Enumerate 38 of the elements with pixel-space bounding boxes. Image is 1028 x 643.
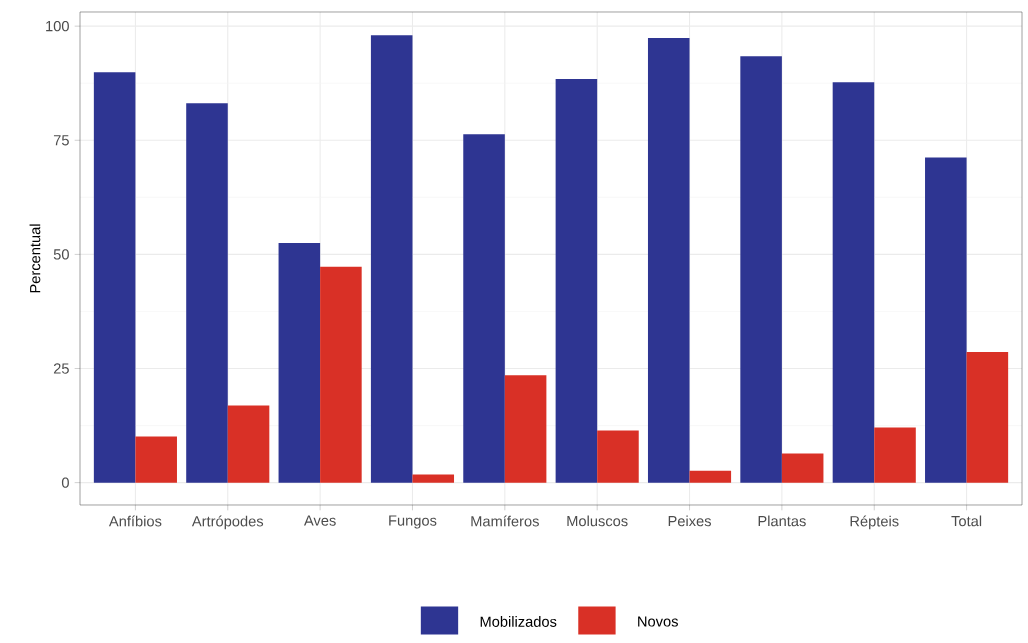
bar bbox=[781, 453, 824, 483]
bar bbox=[555, 79, 598, 483]
x-tick-label: Total bbox=[951, 515, 982, 527]
y-axis-title: Percentual bbox=[29, 224, 41, 293]
bar bbox=[740, 56, 782, 483]
bar bbox=[504, 375, 547, 483]
x-tick-label: Fungos bbox=[389, 515, 437, 529]
bar bbox=[832, 82, 875, 483]
x-tick-label: Aves bbox=[303, 515, 336, 526]
x-tick-label: Artrópodes bbox=[191, 515, 264, 530]
x-tick-label: Plantas bbox=[758, 515, 806, 527]
y-tick-label: 0 bbox=[61, 477, 69, 488]
legend-label: Novos bbox=[638, 616, 678, 627]
legend-label: Mobilizados bbox=[480, 616, 557, 627]
bar bbox=[320, 266, 362, 483]
bar bbox=[463, 134, 505, 483]
bar bbox=[966, 352, 1009, 483]
bar bbox=[370, 35, 413, 483]
bar bbox=[647, 38, 690, 483]
bar bbox=[874, 427, 916, 483]
x-tick-label: Peixes bbox=[668, 515, 711, 527]
bar bbox=[689, 470, 732, 483]
x-tick-label: Mamíferos bbox=[471, 515, 539, 527]
y-tick-label: 50 bbox=[53, 249, 69, 260]
y-tick-label: 100 bbox=[46, 20, 69, 32]
bar bbox=[227, 405, 270, 483]
y-tick-label: 25 bbox=[53, 363, 69, 374]
x-tick-label: Répteis bbox=[850, 515, 899, 530]
bar bbox=[135, 436, 177, 483]
y-tick-label: 75 bbox=[53, 135, 69, 146]
bar bbox=[186, 103, 228, 483]
bar bbox=[597, 430, 639, 483]
x-tick-label: Moluscos bbox=[567, 515, 628, 527]
bar bbox=[925, 157, 967, 483]
bar bbox=[93, 72, 136, 483]
bar bbox=[278, 242, 321, 483]
x-tick-label: Anfíbios bbox=[108, 515, 162, 527]
bar bbox=[412, 474, 455, 483]
